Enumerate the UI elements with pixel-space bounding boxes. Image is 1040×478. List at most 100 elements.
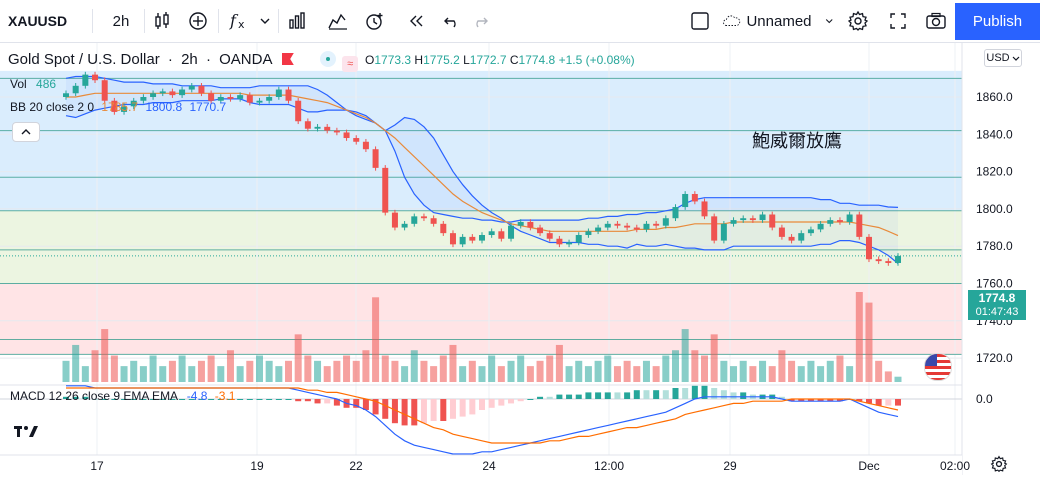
- volume-bar: [478, 366, 486, 382]
- plus-circle-icon: [189, 12, 207, 30]
- candle: [488, 228, 495, 238]
- candles-style-button[interactable]: [150, 7, 174, 35]
- macd-legend[interactable]: MACD 12 26 close 9 EMA EMA -4.8 -3.1: [10, 389, 235, 403]
- ohlc-values: O1773.3 H1775.2 L1772.7 C1774.8 +1.5 (+0…: [365, 53, 635, 67]
- symbol-legend[interactable]: Gold Spot / U.S. Dollar · 2h · OANDA ≈: [8, 51, 359, 72]
- macd-histogram-bar: [111, 399, 118, 400]
- divider: [218, 9, 219, 33]
- candle: [401, 221, 408, 231]
- macd-histogram-bar: [537, 396, 544, 399]
- candle-body: [411, 216, 418, 224]
- volume-legend[interactable]: Vol 486: [10, 77, 56, 91]
- annotation-text[interactable]: 鮑威爾放鷹: [752, 131, 842, 152]
- settings-button[interactable]: [846, 7, 870, 35]
- candle-body: [788, 236, 795, 241]
- svg-text:x: x: [238, 18, 245, 31]
- volume-bar: [846, 366, 854, 382]
- time-tick-label: 19: [250, 459, 264, 473]
- divider: [144, 9, 145, 33]
- volume-bar: [314, 360, 322, 382]
- collapse-legend-button[interactable]: [12, 122, 40, 142]
- publish-button[interactable]: Publish: [955, 3, 1040, 40]
- currency-selector[interactable]: USD: [984, 49, 1022, 67]
- candle: [101, 77, 108, 104]
- candle-body: [836, 220, 843, 222]
- tradingview-logo[interactable]: [14, 425, 40, 439]
- layout-name-button[interactable]: Unnamed: [722, 7, 834, 35]
- alert-button[interactable]: [362, 7, 388, 35]
- bb-legend[interactable]: BB 20 close 2 0 1785.7 1800.8 1770.7: [10, 100, 226, 114]
- price-chart[interactable]: 1860.01840.01820.01800.01780.01760.01740…: [0, 43, 1040, 475]
- replay-button[interactable]: [404, 7, 428, 35]
- candle: [343, 129, 350, 141]
- candle: [643, 221, 650, 233]
- candle: [875, 256, 882, 264]
- wave-icon[interactable]: ≈: [342, 56, 359, 72]
- volume-bar: [875, 360, 883, 382]
- volume-bar: [149, 355, 157, 382]
- macd-histogram-bar: [275, 399, 282, 400]
- volume-bar: [546, 355, 554, 382]
- candle: [517, 219, 524, 229]
- chart-area[interactable]: 1860.0 1840.0 1820.0 1800.0 1780.0 1760.0 1740…: [0, 43, 1040, 475]
- candle: [498, 228, 505, 242]
- time-tick-label: Dec: [858, 459, 879, 473]
- chevron-down-icon: [825, 19, 833, 24]
- candle-body: [159, 91, 166, 94]
- candle: [730, 217, 737, 227]
- macd-histogram-bar: [188, 399, 195, 400]
- macd-histogram-bar: [527, 399, 534, 400]
- macd-histogram-bar: [614, 392, 621, 399]
- open-label: O: [365, 53, 375, 67]
- symbol-search[interactable]: XAUUSD: [8, 7, 70, 35]
- bb-basis-line: [66, 92, 899, 237]
- candle: [324, 124, 331, 134]
- candle-body: [856, 214, 863, 237]
- flag-icon[interactable]: [924, 353, 952, 381]
- undo-button[interactable]: [440, 7, 464, 35]
- templates-button[interactable]: [325, 7, 351, 35]
- candle-body: [624, 225, 631, 228]
- chevron-down-icon: [260, 18, 270, 24]
- candle-body: [121, 106, 128, 112]
- volume-bar: [236, 366, 244, 382]
- candle: [353, 135, 360, 145]
- macd-histogram-bar: [517, 399, 524, 402]
- snapshot-button[interactable]: [923, 7, 949, 35]
- candle-body: [556, 238, 563, 245]
- macd-histogram-bar: [63, 396, 69, 399]
- candle-body: [875, 259, 882, 262]
- candle-body: [575, 235, 582, 243]
- volume-bar: [294, 334, 302, 382]
- compare-button[interactable]: [186, 7, 210, 35]
- candle: [198, 83, 205, 97]
- macd-histogram-bar: [440, 399, 447, 421]
- interval-button[interactable]: 2h: [103, 7, 139, 35]
- fullscreen-button[interactable]: [886, 7, 910, 35]
- volume-bar: [275, 366, 283, 382]
- macd-histogram-bar: [295, 399, 302, 402]
- gear-icon: [990, 455, 1008, 473]
- macd-histogram-bar: [430, 399, 437, 421]
- candle-body: [662, 218, 669, 226]
- volume-bar: [178, 355, 186, 382]
- candle: [469, 234, 476, 244]
- volume-bar: [817, 366, 825, 382]
- candle: [769, 211, 776, 231]
- financials-button[interactable]: [284, 7, 310, 35]
- macd-histogram-bar: [121, 399, 128, 400]
- redo-button[interactable]: [468, 7, 492, 35]
- axis-settings-button[interactable]: [990, 455, 1010, 475]
- volume-bar: [168, 360, 176, 382]
- eye-toggle-icon[interactable]: [319, 51, 336, 67]
- volume-bar: [391, 360, 399, 382]
- candle-body: [246, 95, 253, 103]
- square-icon: [691, 12, 709, 30]
- price-tick-label: 1840.0: [976, 127, 1013, 141]
- layout-checkbox[interactable]: [688, 7, 712, 35]
- layout-name-label: Unnamed: [746, 12, 812, 30]
- macd-histogram-bar: [546, 396, 553, 399]
- candle-body: [285, 89, 292, 101]
- macd-histogram-bar: [566, 394, 573, 399]
